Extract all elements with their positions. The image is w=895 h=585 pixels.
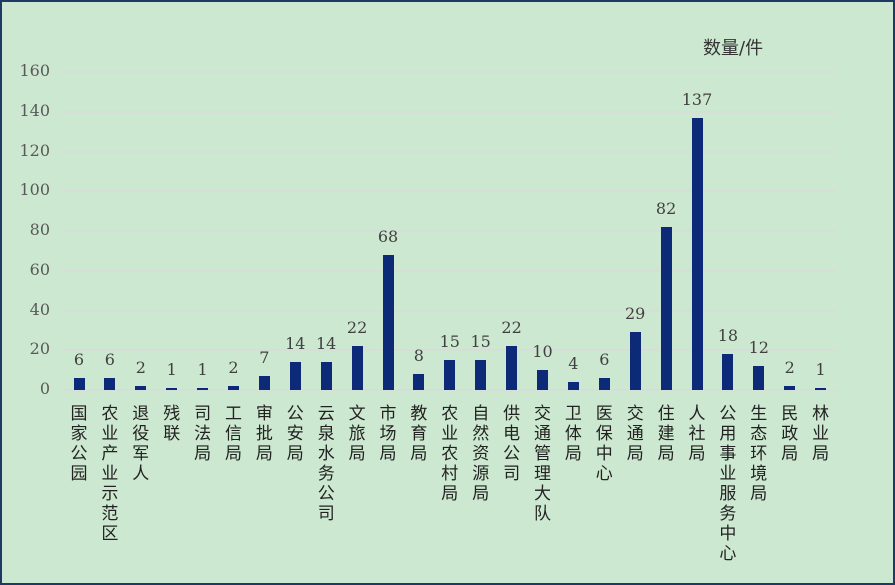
- value-label: 2: [228, 358, 239, 378]
- gridline: [62, 150, 837, 153]
- bar: [197, 388, 209, 390]
- value-label: 15: [439, 332, 460, 352]
- bar: [598, 378, 610, 390]
- value-label: 1: [815, 360, 826, 379]
- x-category-label: 工信局: [225, 404, 242, 464]
- gridline: [62, 269, 837, 272]
- x-category-label: 交通局: [626, 404, 644, 464]
- value-label: 1: [197, 360, 208, 379]
- bar: [166, 388, 178, 390]
- x-category-label: 残联: [163, 404, 181, 444]
- y-tick-label: 60: [29, 259, 50, 279]
- y-tick-label: 80: [29, 220, 50, 239]
- value-label: 2: [135, 358, 146, 378]
- value-label: 29: [625, 304, 646, 324]
- y-tick-label: 40: [29, 299, 50, 319]
- value-label: 6: [104, 350, 115, 370]
- bar: [104, 378, 116, 390]
- value-label: 6: [73, 350, 85, 370]
- bar: [506, 346, 518, 390]
- value-label: 68: [377, 226, 399, 246]
- value-label: 22: [501, 318, 522, 338]
- x-category-label: 审批局: [255, 404, 273, 464]
- bar: [691, 117, 703, 390]
- x-category-label: 公安局: [286, 404, 304, 464]
- value-label: 137: [681, 89, 713, 109]
- value-label: 1: [166, 360, 177, 379]
- gridline: [62, 389, 837, 391]
- x-category-label: 国家公园: [70, 404, 88, 484]
- y-tick-label: 160: [19, 61, 50, 80]
- x-category-label: 供电公司: [503, 404, 521, 484]
- gridline: [62, 309, 837, 312]
- gridline: [62, 71, 837, 73]
- x-category-label: 人社局: [688, 404, 706, 464]
- value-label: 10: [532, 342, 553, 362]
- x-category-label: 民政局: [781, 404, 799, 464]
- y-tick-label: 100: [19, 180, 50, 200]
- gridline: [62, 110, 837, 113]
- bar: [382, 254, 394, 390]
- x-category-label: 住建局: [657, 404, 675, 464]
- bar: [228, 386, 239, 390]
- x-category-label: 教育局: [410, 404, 428, 464]
- x-category-label: 市场局: [379, 404, 397, 464]
- x-category-label: 文旅局: [348, 404, 366, 464]
- bar: [289, 362, 301, 390]
- bar: [629, 332, 641, 390]
- x-category-label: 退役军人: [132, 404, 150, 484]
- gridline: [62, 230, 837, 232]
- x-category-label: 生态环境局: [750, 404, 768, 504]
- x-category-label: 医保中心: [595, 404, 613, 484]
- value-label: 15: [470, 332, 491, 352]
- x-category-label: 交通管理大队: [534, 404, 551, 524]
- gridline: [62, 190, 837, 193]
- x-category-label: 云泉水务公司: [317, 404, 335, 524]
- value-label: 12: [748, 338, 769, 358]
- bar: [567, 382, 579, 390]
- y-tick-label: 120: [19, 140, 50, 160]
- x-category-label: 卫体局: [564, 404, 582, 464]
- bar: [320, 362, 332, 390]
- value-label: 14: [316, 334, 337, 354]
- bar: [537, 370, 548, 390]
- value-label: 22: [346, 318, 368, 338]
- bar: [784, 386, 796, 390]
- value-label: 82: [655, 199, 677, 219]
- value-label: 2: [784, 358, 795, 378]
- value-label: 6: [599, 350, 610, 370]
- bar: [444, 360, 456, 390]
- value-label: 14: [285, 334, 306, 354]
- value-label: 7: [259, 348, 270, 368]
- x-category-label: 林业局: [812, 404, 830, 464]
- y-tick-label: 0: [39, 379, 50, 398]
- value-label: 8: [413, 346, 424, 366]
- bar: [722, 354, 734, 390]
- bar: [351, 346, 363, 390]
- bar: [660, 227, 672, 390]
- bar: [73, 378, 85, 390]
- value-label: 18: [717, 326, 739, 346]
- x-category-label: 农业产业示范区: [101, 404, 119, 544]
- y-axis-unit-label: 数量/件: [703, 38, 764, 59]
- value-label: 4: [568, 354, 579, 374]
- x-category-label: 司法局: [194, 404, 212, 464]
- bar: [258, 376, 270, 390]
- bar: [135, 386, 147, 390]
- bar: [815, 388, 827, 390]
- y-tick-label: 20: [29, 339, 50, 359]
- y-tick-label: 140: [19, 100, 50, 120]
- gridline: [62, 349, 837, 352]
- bar: [753, 366, 765, 390]
- x-category-label: 公用事业服务中心: [719, 404, 737, 564]
- x-category-label: 农业农村局: [441, 404, 459, 504]
- bar: [413, 374, 425, 390]
- x-category-label: 自然资源局: [472, 404, 490, 504]
- bar: [475, 360, 487, 390]
